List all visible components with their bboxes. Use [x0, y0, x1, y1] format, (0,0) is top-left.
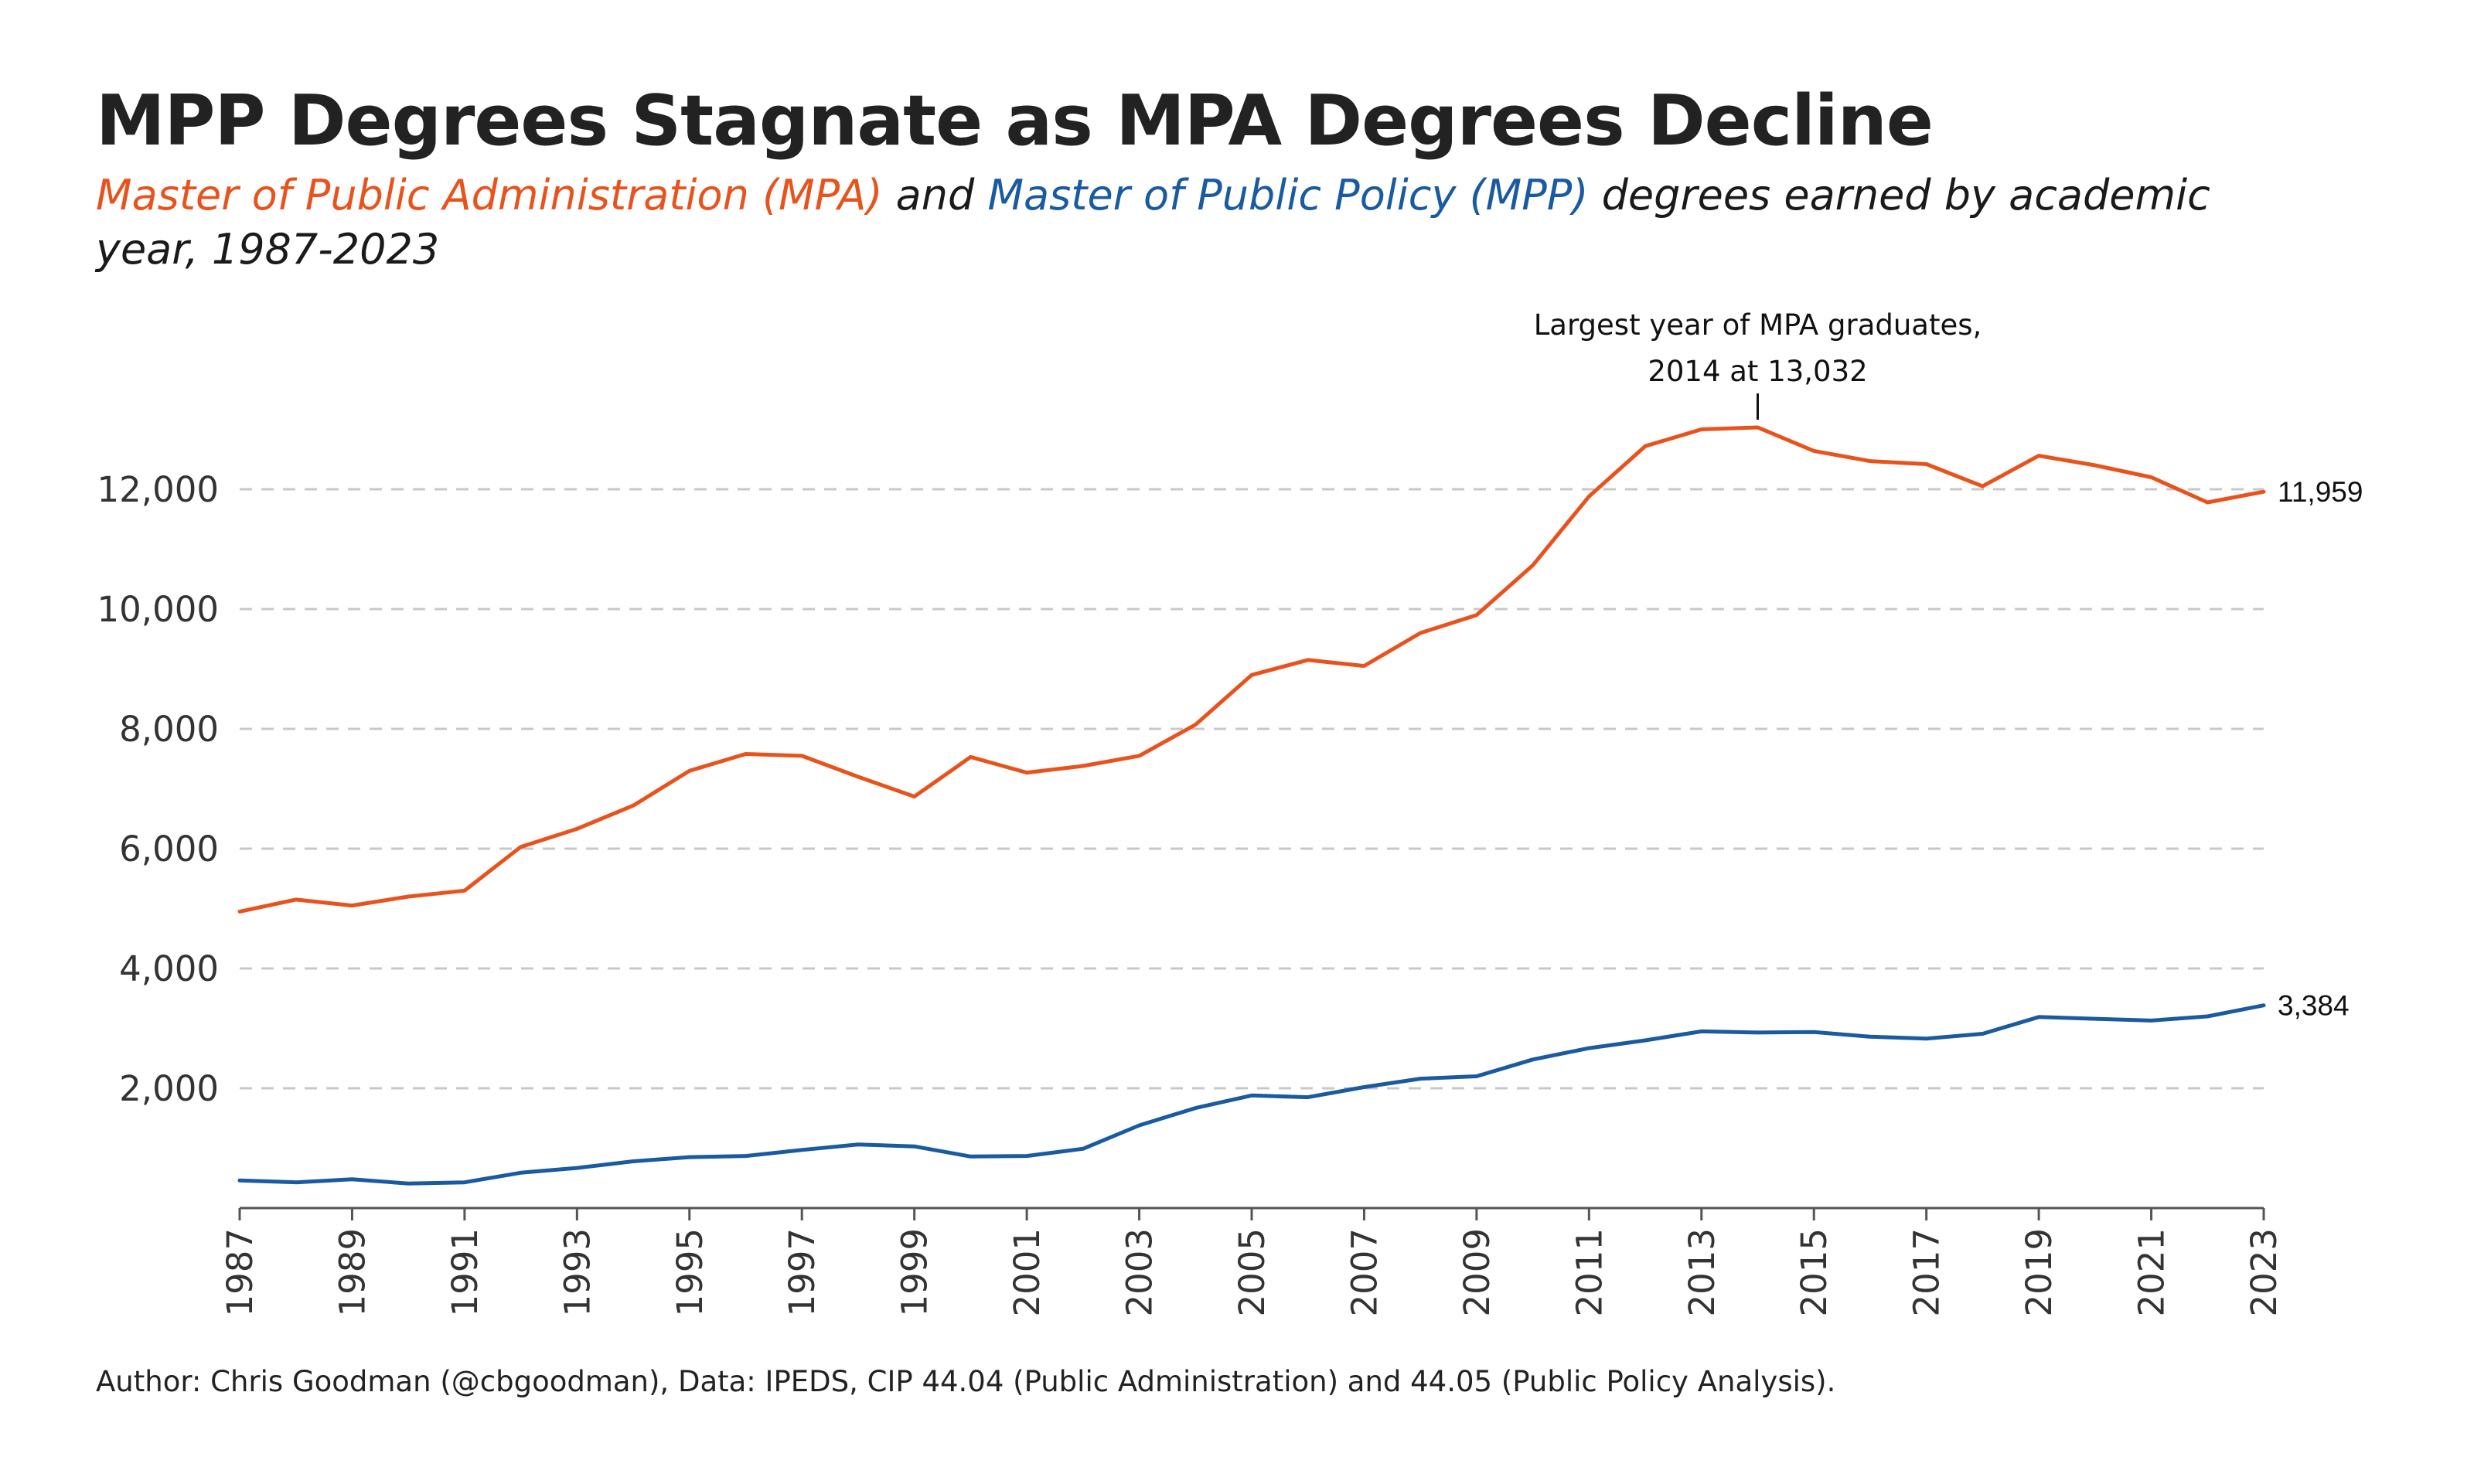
chart-subtitle: Master of Public Administration (MPA) an…: [96, 168, 2261, 277]
x-tick-label: 1989: [332, 1228, 373, 1317]
x-tick-label: 2021: [2132, 1228, 2172, 1317]
y-tick-label: 6,000: [119, 829, 219, 870]
x-tick-label: 1999: [895, 1228, 935, 1317]
x-tick-label: 2005: [1232, 1228, 1273, 1317]
x-tick-label: 2001: [1007, 1228, 1048, 1317]
mpp-line: [237, 1003, 2266, 1186]
mpa-end-label: 11,959: [2278, 476, 2363, 508]
x-tick-label: 2023: [2244, 1228, 2285, 1317]
series-lines: [237, 425, 2266, 1186]
subtitle-mpa-text: Master of Public Administration (MPA): [96, 171, 883, 220]
x-tick-label: 2015: [1794, 1228, 1835, 1317]
x-tick-label: 2011: [1569, 1228, 1610, 1317]
y-tick-label: 4,000: [119, 948, 219, 989]
mpa-line: [237, 425, 2266, 914]
x-tick-label: 2013: [1682, 1228, 1723, 1317]
x-tick-label: 1987: [220, 1228, 261, 1317]
x-tick-label: 1991: [445, 1228, 486, 1317]
labels: 2,000 4,000 6,000 8,000 10,000 12,000 1987 1989…: [97, 308, 2363, 1317]
x-tick-label: 2009: [1457, 1228, 1498, 1317]
y-tick-label: 8,000: [119, 709, 219, 750]
x-tick-label: 2017: [1907, 1228, 1948, 1317]
annotation-line-2: 2014 at 13,032: [1648, 355, 1867, 388]
y-tick-label: 12,000: [97, 469, 219, 510]
x-tick-label: 1993: [557, 1228, 598, 1317]
gridlines: [240, 488, 2264, 1090]
subtitle-rest-text: degrees earned by academic year, 1987-20…: [96, 171, 2210, 274]
subtitle-mpp-text: Master of Public Policy (MPP): [987, 171, 1589, 220]
x-tick-label: 2007: [1344, 1228, 1385, 1317]
y-tick-label: 2,000: [119, 1068, 219, 1109]
annotation-line-1: Largest year of MPA graduates,: [1534, 308, 1982, 342]
x-tick-label: 2019: [2019, 1228, 2060, 1317]
x-tick-label: 2003: [1119, 1228, 1160, 1317]
x-tick-label: 1997: [782, 1228, 823, 1317]
axes: [238, 1207, 2265, 1220]
chart-title: MPP Degrees Stagnate as MPA Degrees Decl…: [96, 80, 1934, 162]
subtitle-and-text: and: [882, 171, 988, 220]
x-tick-label: 1995: [670, 1228, 711, 1317]
chart-caption: Author: Chris Goodman (@cbgoodman), Data…: [96, 1365, 1836, 1398]
y-tick-label: 10,000: [97, 589, 219, 630]
mpp-end-label: 3,384: [2278, 990, 2350, 1022]
